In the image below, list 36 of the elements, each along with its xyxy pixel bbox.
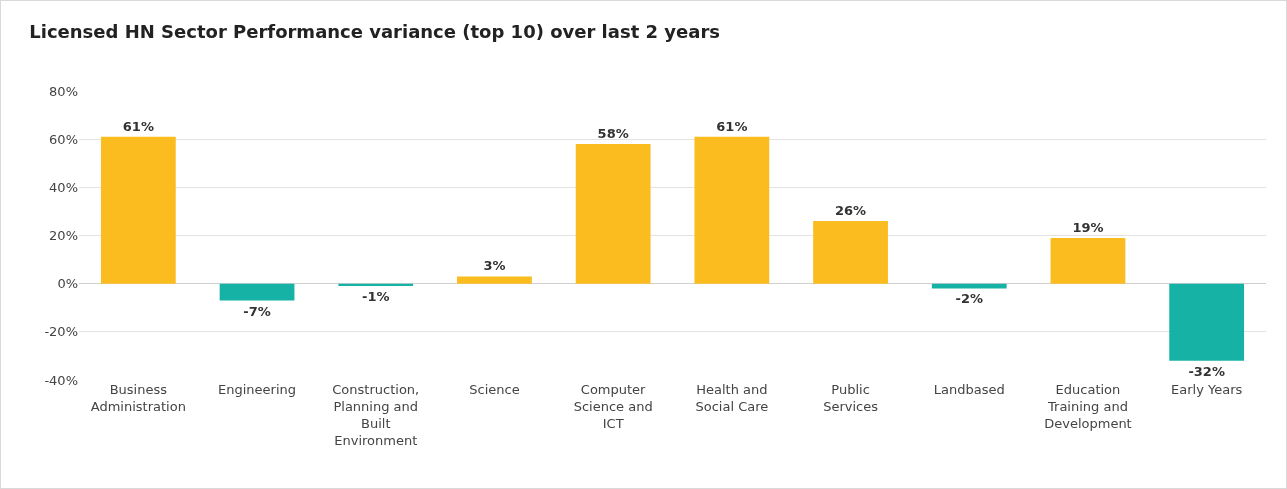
x-tick-label: Construction, Planning and Built Environment [332,382,420,448]
x-tick-label: Public Services [823,382,879,414]
x-tick-label: Computer Science and ICT [573,382,653,431]
x-tick-label: Health and Social Care [695,382,769,414]
x-tick-label: Landbased [933,382,1005,397]
y-tick-label: 20% [49,228,78,244]
data-label: 3% [483,258,506,274]
y-tick-label: 40% [49,179,78,195]
bar [1169,283,1245,361]
data-label: -32% [1188,363,1225,379]
bar [694,136,770,284]
bar [457,276,532,284]
data-label: 26% [834,203,867,219]
y-tick-label: -20% [44,324,78,340]
x-tick-label: Early Years [1171,382,1243,397]
bar [219,283,295,301]
data-label: 19% [1072,219,1104,235]
x-tick-label: Education Training and Development [1044,382,1132,431]
data-label: -2% [955,291,983,307]
y-tick-label: -40% [44,372,78,388]
x-tick-label: Engineering [218,382,297,397]
x-tick-label: Business Administration [90,382,186,414]
data-label: 61% [716,118,748,134]
y-tick-label: 0% [57,276,78,292]
data-label: 58% [597,125,629,141]
data-label: -1% [362,289,390,305]
bar [813,221,888,284]
bar [575,143,651,284]
y-tick-label: 60% [49,131,78,147]
data-label: 61% [122,118,154,134]
bar [1050,237,1126,284]
bar [100,136,176,284]
chart-title: Licensed HN Sector Performance variance (top 10) over last 2 years [29,20,720,42]
x-tick-label: Science [469,382,520,397]
data-label: -7% [243,303,271,319]
y-tick-label: 80% [49,83,78,99]
